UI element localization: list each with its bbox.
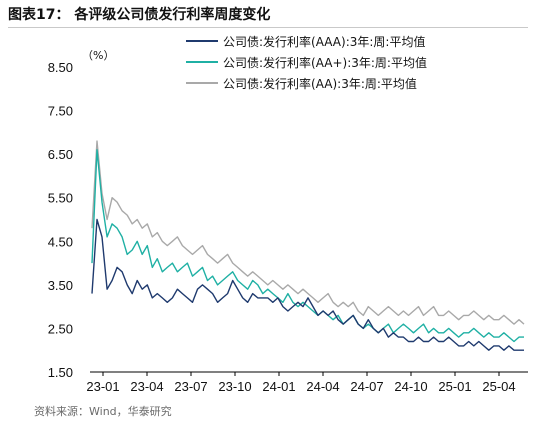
- y-tick-label: 2.50: [48, 321, 73, 336]
- legend-label-0: 公司债:发行利率(AAA):3年:周:平均值: [223, 34, 425, 49]
- y-tick-label: 7.50: [48, 104, 73, 119]
- series-line-2: [91, 140, 525, 325]
- source-note: 资料来源：Wind，华泰研究: [34, 405, 172, 418]
- x-tick-label: 23-01: [86, 379, 119, 394]
- x-tick-label: 25-04: [482, 379, 515, 394]
- y-axis: 8.50 7.50 6.50 5.50 4.50 3.50 2.50 1.50: [48, 60, 73, 380]
- legend-label-2: 公司债:发行利率(AA):3年:周:平均值: [223, 76, 417, 91]
- x-tick-label: 24-07: [350, 379, 383, 394]
- series-line-1: [91, 149, 524, 343]
- y-tick-label: 1.50: [48, 365, 73, 380]
- x-tick-label: 23-10: [218, 379, 251, 394]
- y-tick-label: 4.50: [48, 234, 73, 249]
- x-tick-label: 24-10: [394, 379, 427, 394]
- y-tick-label: 5.50: [48, 191, 73, 206]
- series-lines: [91, 140, 525, 351]
- y-tick-label: 6.50: [48, 147, 73, 162]
- y-tick-label: 8.50: [48, 60, 73, 75]
- x-tick-label: 23-04: [130, 379, 163, 394]
- y-tick-label: 3.50: [48, 278, 73, 293]
- x-tick-label: 24-01: [262, 379, 295, 394]
- chart-title: 图表17： 各评级公司债发行利率周度变化: [8, 7, 271, 23]
- x-tick-label: 25-01: [438, 379, 471, 394]
- legend: 公司债:发行利率(AAA):3年:周:平均值公司债:发行利率(AA+):3年:周…: [186, 34, 427, 91]
- legend-label-1: 公司债:发行利率(AA+):3年:周:平均值: [223, 55, 427, 70]
- x-axis: 23-01 23-04 23-07 23-10 24-01 24-04 24-07 24-10…: [86, 371, 528, 394]
- series-line-0: [91, 218, 524, 351]
- y-axis-unit-label: （%）: [82, 49, 114, 62]
- title-divider: [8, 27, 528, 28]
- x-tick-label: 23-07: [174, 379, 207, 394]
- x-tick-label: 24-04: [306, 379, 339, 394]
